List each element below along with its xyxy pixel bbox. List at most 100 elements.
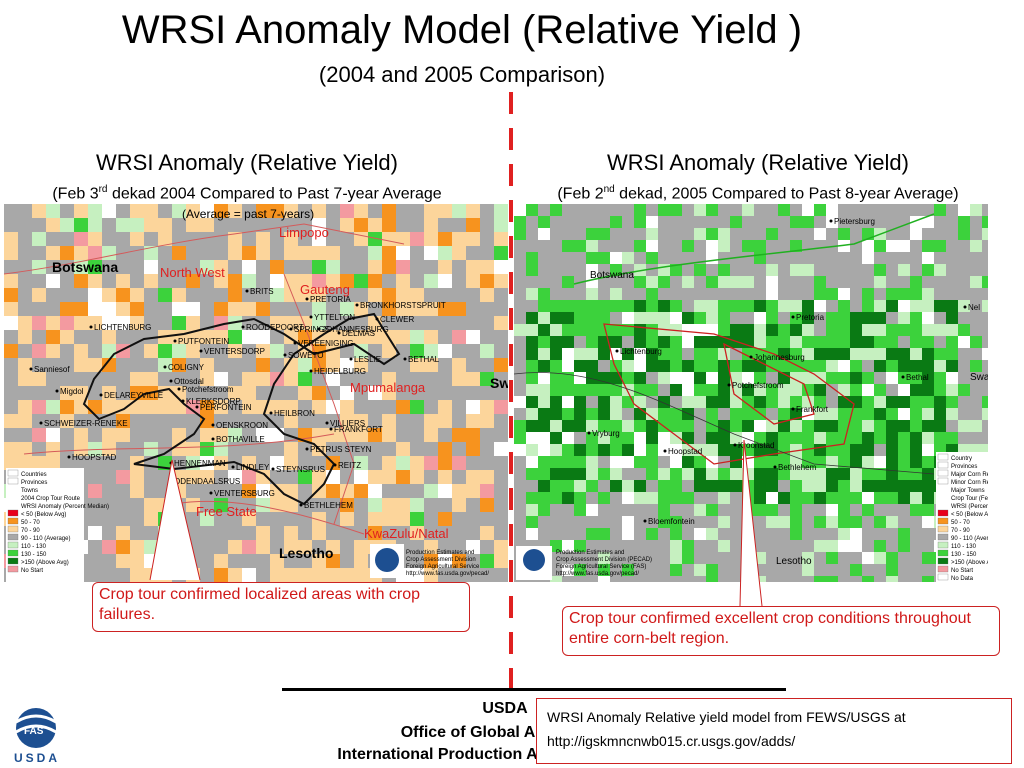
map-cell xyxy=(610,408,622,420)
map-cell xyxy=(452,428,466,442)
map-cell xyxy=(682,564,694,576)
map-cell xyxy=(838,468,850,480)
map-cell xyxy=(158,274,172,288)
map-cell xyxy=(754,276,766,288)
legend-label: 130 - 150 xyxy=(21,552,47,558)
map-cell xyxy=(766,468,778,480)
map-cell xyxy=(284,358,298,372)
map-cell xyxy=(886,312,898,324)
map-cell xyxy=(466,274,480,288)
map-cell xyxy=(850,300,862,312)
logo-line: Foreign Agricultural Service (FAS) xyxy=(556,564,646,570)
map-cell xyxy=(802,576,814,582)
map-cell xyxy=(242,386,256,400)
map-cell xyxy=(172,260,186,274)
town-dot xyxy=(727,383,731,387)
map-cell xyxy=(622,528,634,540)
map-cell xyxy=(874,420,886,432)
map-cell xyxy=(970,288,982,300)
source-link[interactable]: http://igskmncnwb015.cr.usgs.gov/adds/ xyxy=(547,733,796,749)
legend-label: >150 (Above Avg) xyxy=(951,560,988,566)
map-cell xyxy=(354,372,368,386)
map-cell xyxy=(494,540,508,554)
map-cell xyxy=(396,414,410,428)
map-cell xyxy=(598,396,610,408)
map-cell xyxy=(452,470,466,484)
map-cell xyxy=(646,372,658,384)
map-cell xyxy=(682,432,694,444)
map-cell xyxy=(228,232,242,246)
map-cell xyxy=(742,372,754,384)
map-cell xyxy=(354,498,368,512)
map-cell xyxy=(826,468,838,480)
map-cell xyxy=(116,204,130,218)
map-cell xyxy=(466,330,480,344)
map-cell xyxy=(574,204,586,216)
map-cell xyxy=(814,384,826,396)
map-cell xyxy=(326,386,340,400)
map-cell xyxy=(214,470,228,484)
map-cell xyxy=(410,288,424,302)
map-cell xyxy=(514,444,526,456)
map-cell xyxy=(946,360,958,372)
map-cell xyxy=(18,456,32,470)
map-cell xyxy=(790,576,802,582)
map-cell xyxy=(838,288,850,300)
legend-label: 50 - 70 xyxy=(21,520,40,526)
map-cell xyxy=(526,216,538,228)
right-town-labels: PietersburgNelPretoriaLichtenburgJohanne… xyxy=(587,217,980,526)
map-cell xyxy=(382,232,396,246)
logo-line: Foreign Agricultural Service xyxy=(406,564,480,570)
map-cell xyxy=(586,264,598,276)
town-dot xyxy=(791,407,795,411)
map-cell xyxy=(550,444,562,456)
map-cell xyxy=(574,396,586,408)
town-label: LESLIE xyxy=(354,355,381,364)
map-cell xyxy=(766,288,778,300)
map-cell xyxy=(694,372,706,384)
map-cell xyxy=(682,312,694,324)
map-cell xyxy=(200,540,214,554)
map-cell xyxy=(186,484,200,498)
map-cell xyxy=(4,330,18,344)
map-cell xyxy=(634,384,646,396)
map-cell xyxy=(256,554,270,568)
map-cell xyxy=(946,216,958,228)
map-cell xyxy=(242,512,256,526)
map-cell xyxy=(562,564,574,576)
legend-swatch xyxy=(937,477,949,485)
map-cell xyxy=(718,312,730,324)
map-cell xyxy=(298,554,312,568)
map-cell xyxy=(934,288,946,300)
map-cell xyxy=(214,246,228,260)
map-cell xyxy=(466,470,480,484)
town-label: Lichtenburg xyxy=(620,347,662,356)
map-cell xyxy=(970,360,982,372)
map-cell xyxy=(874,492,886,504)
map-cell xyxy=(814,576,826,582)
map-cell xyxy=(598,336,610,348)
town-dot xyxy=(99,393,103,397)
map-cell xyxy=(538,324,550,336)
map-cell xyxy=(396,330,410,344)
map-cell xyxy=(480,302,494,316)
map-cell xyxy=(526,348,538,360)
map-cell xyxy=(706,264,718,276)
map-cell xyxy=(298,568,312,582)
map-cell xyxy=(354,554,368,568)
map-cell xyxy=(754,540,766,552)
map-cell xyxy=(130,428,144,442)
map-cell xyxy=(694,444,706,456)
map-cell xyxy=(88,204,102,218)
map-cell xyxy=(958,216,970,228)
map-cell xyxy=(242,484,256,498)
map-cell xyxy=(46,288,60,302)
map-cell xyxy=(340,330,354,344)
map-cell xyxy=(922,312,934,324)
map-cell xyxy=(634,444,646,456)
map-cell xyxy=(742,396,754,408)
map-cell xyxy=(862,552,874,564)
map-cell xyxy=(562,444,574,456)
map-cell xyxy=(200,526,214,540)
map-cell xyxy=(410,246,424,260)
